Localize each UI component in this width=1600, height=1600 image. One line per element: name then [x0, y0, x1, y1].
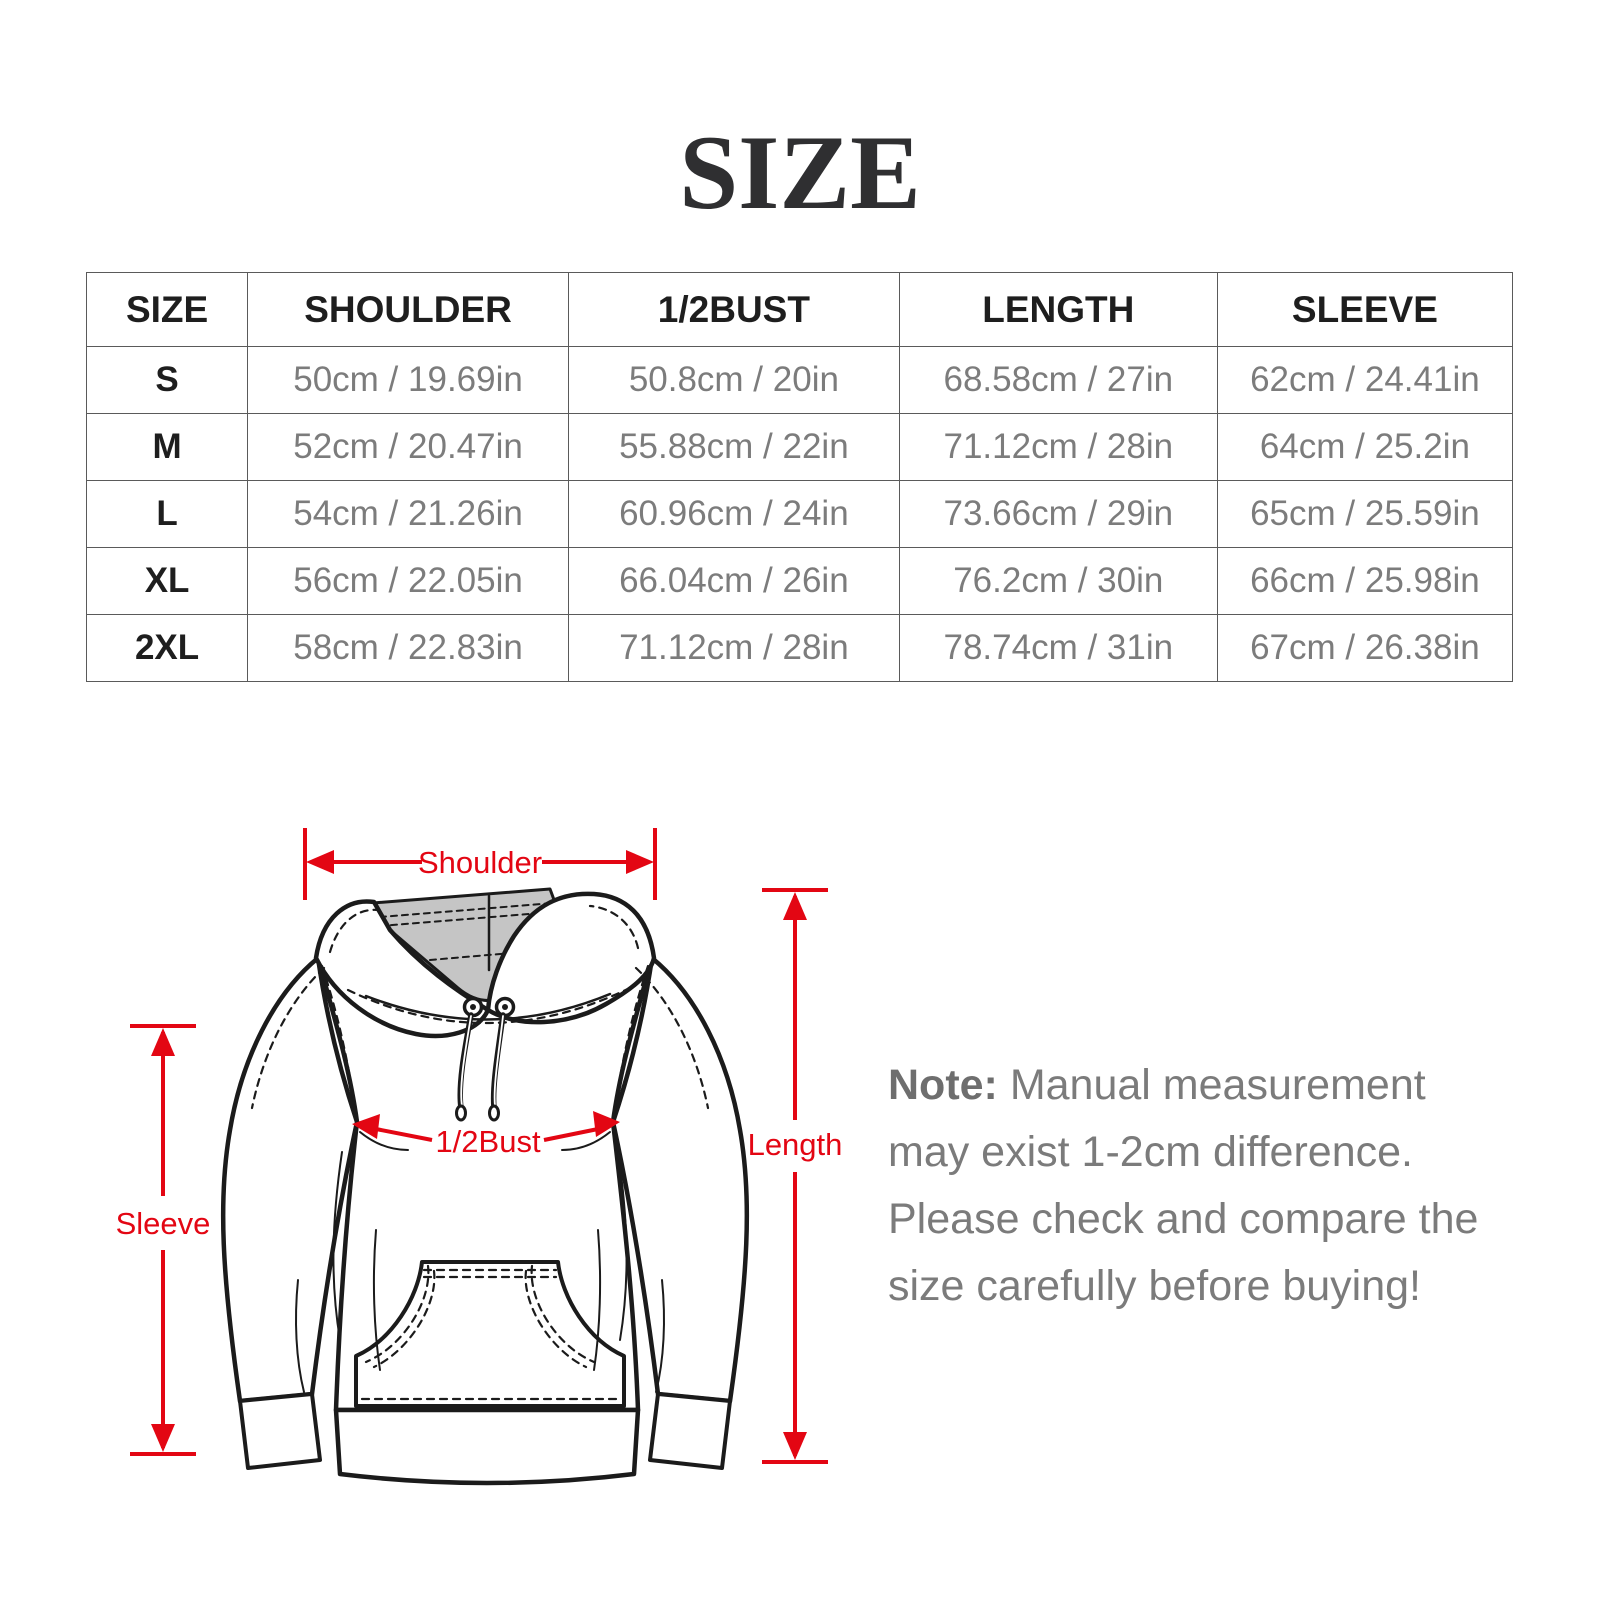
header-row: SIZE SHOULDER 1/2BUST LENGTH SLEEVE	[85, 272, 1514, 347]
bust-arrow-left	[352, 1114, 380, 1139]
size-table: SIZE SHOULDER 1/2BUST LENGTH SLEEVE S 50…	[85, 272, 1514, 682]
cell-sleeve: 65cm / 25.59in	[1216, 480, 1514, 548]
left-eyelet-hole	[470, 1004, 476, 1010]
header-size: SIZE	[85, 272, 249, 347]
cell-halfbust: 66.04cm / 26in	[567, 547, 900, 615]
bust-measure	[375, 1127, 599, 1142]
sleeve-arrow-down	[151, 1424, 175, 1452]
note-label: Note:	[888, 1061, 998, 1109]
seam-stitching	[250, 964, 710, 1118]
table-row: M 52cm / 20.47in 55.88cm / 22in 71.12cm …	[85, 413, 1514, 481]
left-drawstring-tip	[455, 1104, 467, 1122]
right-drawstring-highlight	[493, 1015, 504, 1107]
right-cuff	[648, 1392, 732, 1470]
right-drawstring-tip	[488, 1104, 500, 1122]
cell-halfbust: 60.96cm / 24in	[567, 480, 900, 548]
shoulder-arrow-right	[626, 850, 654, 874]
header-halfbust: 1/2BUST	[567, 272, 900, 347]
collar-right-wing	[485, 891, 657, 1025]
left-drawstring-highlight	[460, 1015, 472, 1107]
cell-sleeve: 64cm / 25.2in	[1216, 413, 1514, 481]
cell-shoulder: 50cm / 19.69in	[247, 346, 569, 414]
cell-length: 73.66cm / 29in	[898, 480, 1218, 548]
cell-length: 76.2cm / 30in	[898, 547, 1218, 615]
cell-shoulder: 54cm / 21.26in	[247, 480, 569, 548]
page-title: SIZE	[679, 114, 921, 231]
collar-stitching	[328, 904, 640, 1025]
length-label: Length	[748, 1127, 843, 1162]
sleeve-label: Sleeve	[116, 1206, 211, 1241]
header-length: LENGTH	[898, 272, 1218, 347]
table-row: L 54cm / 21.26in 60.96cm / 24in 73.66cm …	[85, 480, 1514, 548]
waistband	[333, 1407, 641, 1486]
cell-length: 68.58cm / 27in	[898, 346, 1218, 414]
cell-shoulder: 52cm / 20.47in	[247, 413, 569, 481]
length-measure	[762, 888, 828, 1464]
size-table-header: SIZE SHOULDER 1/2BUST LENGTH SLEEVE	[85, 272, 1514, 347]
measurement-annotations: Shoulder Sleeve	[116, 828, 843, 1464]
length-arrow-down	[783, 1432, 807, 1460]
cell-size: S	[85, 346, 249, 414]
left-cuff	[238, 1392, 322, 1470]
cell-shoulder: 56cm / 22.05in	[247, 547, 569, 615]
note-body: Manual measurement may exist 1-2cm diffe…	[888, 1061, 1479, 1310]
bust-arrow-right	[593, 1111, 620, 1137]
cell-halfbust: 50.8cm / 20in	[567, 346, 900, 414]
cell-size: 2XL	[85, 614, 249, 682]
cell-sleeve: 67cm / 26.38in	[1216, 614, 1514, 682]
cell-length: 71.12cm / 28in	[898, 413, 1218, 481]
table-row: XL 56cm / 22.05in 66.04cm / 26in 76.2cm …	[85, 547, 1514, 615]
sleeve-arrow-up	[151, 1028, 175, 1056]
right-eyelet-hole	[502, 1004, 508, 1010]
sleeve-measure	[130, 1024, 196, 1456]
shoulder-label: Shoulder	[418, 845, 542, 880]
cell-size: M	[85, 413, 249, 481]
note-text: Note: Manual measurement may exist 1-2cm…	[888, 1052, 1488, 1320]
hoodie-measurement-diagram: Shoulder Sleeve	[90, 800, 870, 1500]
cell-size: L	[85, 480, 249, 548]
cell-halfbust: 71.12cm / 28in	[567, 614, 900, 682]
cell-size: XL	[85, 547, 249, 615]
cell-sleeve: 62cm / 24.41in	[1216, 346, 1514, 414]
cell-sleeve: 66cm / 25.98in	[1216, 547, 1514, 615]
table-row: S 50cm / 19.69in 50.8cm / 20in 68.58cm /…	[85, 346, 1514, 414]
bust-label: 1/2Bust	[435, 1124, 541, 1159]
length-arrow-up	[783, 892, 807, 920]
hoodie-sketch	[220, 887, 750, 1486]
header-sleeve: SLEEVE	[1216, 272, 1514, 347]
wrinkle-lines	[295, 1131, 665, 1393]
hoodie-technical-drawing: Shoulder Sleeve	[116, 828, 843, 1486]
shoulder-arrow-left	[306, 850, 334, 874]
table-row: 2XL 58cm / 22.83in 71.12cm / 28in 78.74c…	[85, 614, 1514, 682]
header-shoulder: SHOULDER	[247, 272, 569, 347]
cell-length: 78.74cm / 31in	[898, 614, 1218, 682]
cell-shoulder: 58cm / 22.83in	[247, 614, 569, 682]
cell-halfbust: 55.88cm / 22in	[567, 413, 900, 481]
size-table-body: S 50cm / 19.69in 50.8cm / 20in 68.58cm /…	[85, 346, 1514, 682]
collar-bottom-edge	[364, 992, 612, 1021]
